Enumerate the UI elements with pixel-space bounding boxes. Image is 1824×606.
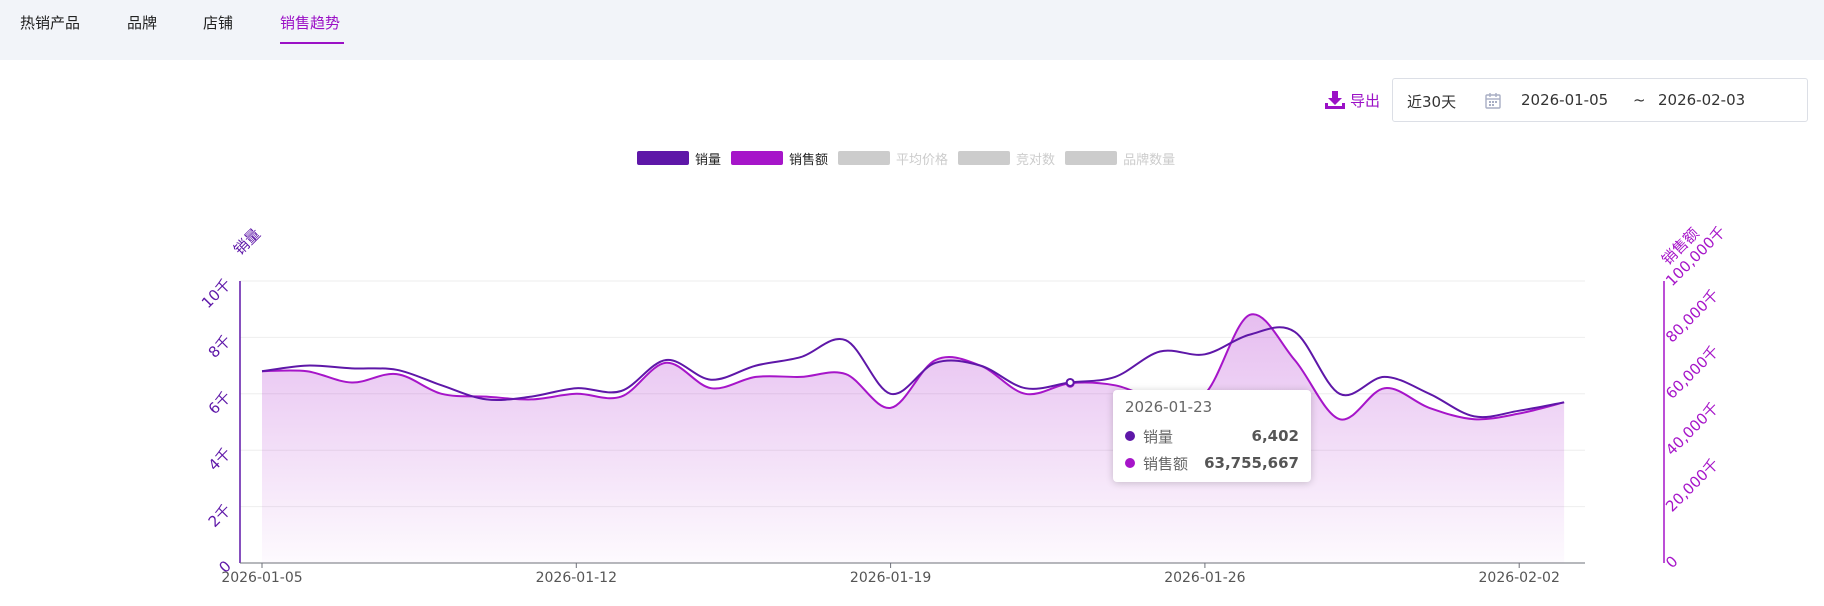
tooltip-name-revenue: 销售额 [1143, 454, 1189, 473]
revenue-area-fill [262, 314, 1565, 563]
legend-item-volume[interactable]: 销量 [637, 149, 721, 168]
tooltip-dot-volume [1125, 431, 1135, 441]
x-tick-label: 2026-02-02 [1479, 570, 1560, 586]
tab-hot-products[interactable]: 热销产品 [20, 14, 81, 32]
date-separator: ~ [1633, 91, 1646, 109]
legend-label-avg-price: 平均价格 [896, 152, 949, 168]
x-tick-label: 2026-01-05 [221, 570, 302, 586]
right-y-tick-label: 0 [1662, 552, 1681, 571]
right-y-tick-label: 40,000千 [1662, 399, 1722, 459]
tooltip-row-volume: 销量 6,402 [1125, 426, 1299, 446]
chart-legend: 销量 销售额 平均价格 竞对数 品牌数量 [637, 148, 1185, 168]
legend-item-revenue[interactable]: 销售额 [731, 149, 828, 168]
export-label: 导出 [1350, 91, 1381, 110]
tooltip-name-volume: 销量 [1143, 427, 1174, 446]
volume-series-line [261, 326, 1565, 419]
tooltip-row-revenue: 销售额 63,755,667 [1125, 453, 1299, 473]
range-preset[interactable]: 近30天 [1407, 93, 1457, 111]
download-icon [1325, 91, 1345, 109]
chart-tooltip: 2026-01-23 销量 6,402 销售额 63,755,667 [1113, 390, 1311, 482]
left-y-tick-label: 4千 [205, 444, 235, 474]
legend-label-competitors: 竞对数 [1016, 152, 1056, 168]
legend-swatch-avg-price [838, 151, 891, 165]
left-y-axis-title: 销量 [230, 225, 264, 259]
export-button[interactable]: 导出 [1324, 88, 1380, 112]
tooltip-value-revenue: 63,755,667 [1204, 454, 1299, 472]
tooltip-date: 2026-01-23 [1125, 398, 1213, 416]
end-date-input[interactable]: 2026-02-03 [1658, 91, 1746, 109]
left-y-tick-label: 10千 [198, 275, 235, 312]
legend-swatch-volume [637, 151, 689, 165]
legend-item-avg-price[interactable]: 平均价格 [838, 149, 948, 168]
active-tab-indicator [280, 42, 344, 44]
left-y-tick-label: 8千 [205, 332, 235, 362]
right-y-tick-label: 80,000千 [1662, 286, 1722, 346]
right-y-tick-label: 20,000千 [1662, 455, 1722, 515]
top-nav-bar: 热销产品 品牌 店铺 销售趋势 [0, 0, 1824, 60]
legend-label-revenue: 销售额 [789, 152, 829, 168]
left-y-tick-label: 2千 [205, 501, 235, 531]
x-tick-label: 2026-01-12 [536, 570, 617, 586]
tooltip-dot-revenue [1125, 458, 1135, 468]
legend-label-volume: 销量 [695, 152, 722, 168]
tab-sales-trend[interactable]: 销售趋势 [280, 14, 341, 32]
tab-brand[interactable]: 品牌 [127, 14, 158, 32]
legend-swatch-revenue [731, 151, 784, 165]
legend-label-brand-count: 品牌数量 [1123, 152, 1176, 168]
legend-item-competitors[interactable]: 竞对数 [958, 149, 1055, 168]
hover-point-volume [1065, 377, 1075, 387]
tab-store[interactable]: 店铺 [203, 14, 234, 32]
legend-item-brand-count[interactable]: 品牌数量 [1065, 149, 1175, 168]
legend-swatch-brand-count [1065, 151, 1118, 165]
date-range-picker[interactable]: 近30天 2026-01-05 ~ 2026-02-03 [1392, 78, 1808, 122]
tooltip-value-volume: 6,402 [1251, 427, 1299, 445]
calendar-icon [1485, 93, 1501, 109]
x-tick-label: 2026-01-26 [1164, 570, 1245, 586]
left-y-tick-label: 6千 [205, 388, 235, 418]
x-tick-label: 2026-01-19 [850, 570, 931, 586]
start-date-input[interactable]: 2026-01-05 [1521, 91, 1609, 109]
legend-swatch-competitors [958, 151, 1011, 165]
right-y-tick-label: 60,000千 [1662, 342, 1722, 402]
